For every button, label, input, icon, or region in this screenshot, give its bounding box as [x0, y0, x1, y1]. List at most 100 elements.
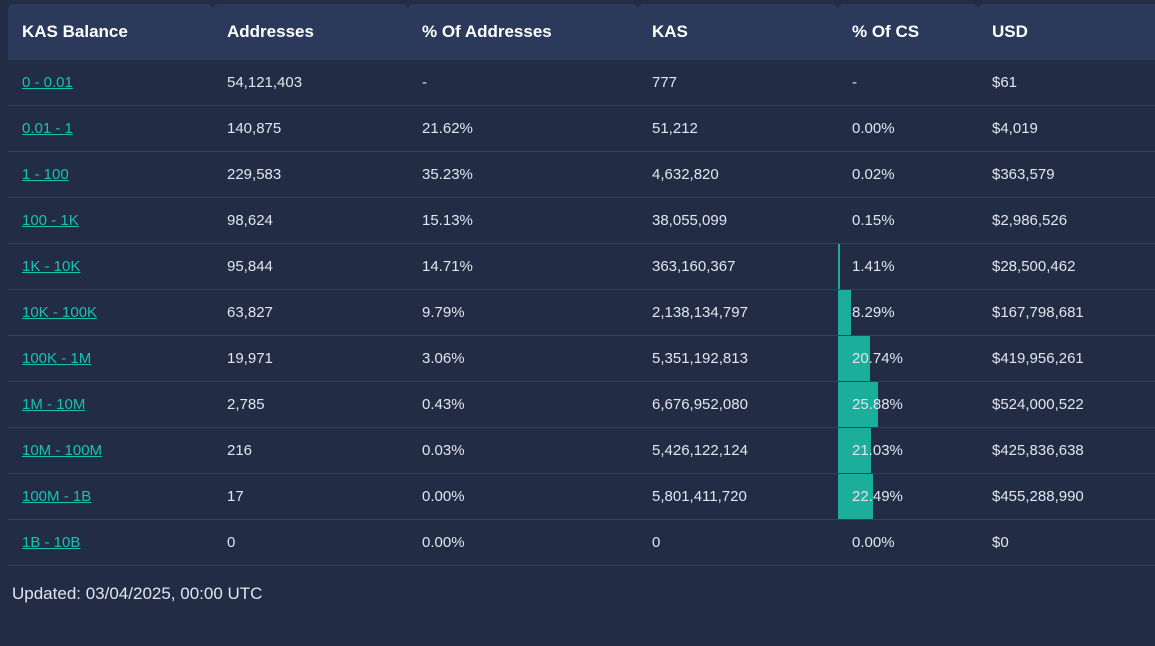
cell-kas: 5,801,411,720: [638, 474, 838, 520]
table-row: 100M - 1B170.00%5,801,411,72022.49%$455,…: [8, 474, 1155, 520]
cell-pct-cs: 0.00%: [838, 106, 978, 152]
cs-value: 0.00%: [852, 120, 895, 137]
cell-pct-cs: 1.41%: [838, 244, 978, 290]
cell-balance: 10K - 100K: [8, 290, 213, 336]
cell-usd: $0: [978, 520, 1155, 566]
cell-kas: 5,351,192,813: [638, 336, 838, 382]
cs-value: 0.02%: [852, 166, 895, 183]
balance-range-link[interactable]: 1B - 10B: [22, 534, 80, 551]
table-row: 1 - 100 229,58335.23%4,632,820 0.02% $363,5…: [8, 152, 1155, 198]
cell-balance: 100 - 1K: [8, 198, 213, 244]
cs-value: 20.74%: [852, 350, 903, 367]
cell-pct-addresses: 0.43%: [408, 382, 638, 428]
cell-kas: 363,160,367: [638, 244, 838, 290]
balance-range-link[interactable]: 1M - 10M: [22, 396, 85, 413]
cell-balance: 100M - 1B: [8, 474, 213, 520]
cell-balance: 0.01 - 1: [8, 106, 213, 152]
cell-pct-cs: 0.00%: [838, 520, 978, 566]
table-row: 1B - 10B00.00%00.00%$0: [8, 520, 1155, 566]
table-header-row: KAS Balance Addresses % Of Addresses KAS…: [8, 4, 1155, 60]
cs-value: 8.29%: [852, 304, 895, 321]
cell-kas: 4,632,820: [638, 152, 838, 198]
cell-addresses: 0: [213, 520, 408, 566]
cell-usd: $167,798,681: [978, 290, 1155, 336]
cell-kas: 777: [638, 60, 838, 106]
cell-kas: 51,212: [638, 106, 838, 152]
col-header-pct-addr[interactable]: % Of Addresses: [408, 4, 638, 60]
table-row: 0 - 0.0154,121,403-777-$61: [8, 60, 1155, 106]
cell-pct-cs: 25.88%: [838, 382, 978, 428]
cs-value: 21.03%: [852, 442, 903, 459]
cell-addresses: 140,875: [213, 106, 408, 152]
cell-usd: $425,836,638: [978, 428, 1155, 474]
cell-balance: 0 - 0.01: [8, 60, 213, 106]
balance-range-link[interactable]: 0 - 0.01: [22, 74, 73, 91]
cell-pct-cs: -: [838, 60, 978, 106]
cell-addresses: 54,121,403: [213, 60, 408, 106]
col-header-usd[interactable]: USD: [978, 4, 1155, 60]
cell-kas: 38,055,099: [638, 198, 838, 244]
cell-balance: 10M - 100M: [8, 428, 213, 474]
cell-usd: $524,000,522: [978, 382, 1155, 428]
distribution-table: KAS Balance Addresses % Of Addresses KAS…: [8, 4, 1155, 566]
cs-value: 0.15%: [852, 212, 895, 229]
cell-pct-addresses: -: [408, 60, 638, 106]
cell-kas: 6,676,952,080: [638, 382, 838, 428]
cell-usd: $363,579: [978, 152, 1155, 198]
cell-addresses: 95,844: [213, 244, 408, 290]
cell-balance: 1M - 10M: [8, 382, 213, 428]
cell-usd: $4,019: [978, 106, 1155, 152]
cell-kas: 2,138,134,797: [638, 290, 838, 336]
col-header-addresses[interactable]: Addresses: [213, 4, 408, 60]
cell-pct-addresses: 3.06%: [408, 336, 638, 382]
table-row: 10K - 100K 63,8279.79%2,138,134,797 8.29% $…: [8, 290, 1155, 336]
cell-balance: 100K - 1M: [8, 336, 213, 382]
cell-usd: $455,288,990: [978, 474, 1155, 520]
cs-value: 0.00%: [852, 534, 895, 551]
balance-range-link[interactable]: 0.01 - 1: [22, 120, 73, 137]
balance-range-link[interactable]: 10M - 100M: [22, 442, 102, 459]
balance-range-link[interactable]: 100 - 1K: [22, 212, 79, 229]
cell-usd: $2,986,526: [978, 198, 1155, 244]
cell-kas: 0: [638, 520, 838, 566]
cell-addresses: 19,971: [213, 336, 408, 382]
cs-value: 22.49%: [852, 488, 903, 505]
cell-addresses: 98,624: [213, 198, 408, 244]
cell-pct-cs: 20.74%: [838, 336, 978, 382]
col-header-kas[interactable]: KAS: [638, 4, 838, 60]
cell-pct-addresses: 35.23%: [408, 152, 638, 198]
cs-value: -: [852, 74, 857, 91]
cell-addresses: 2,785: [213, 382, 408, 428]
cs-bar: [838, 290, 851, 335]
balance-range-link[interactable]: 1 - 100: [22, 166, 69, 183]
cell-pct-cs: 8.29%: [838, 290, 978, 336]
balance-range-link[interactable]: 1K - 10K: [22, 258, 80, 275]
cell-pct-addresses: 9.79%: [408, 290, 638, 336]
cell-usd: $61: [978, 60, 1155, 106]
cell-balance: 1 - 100: [8, 152, 213, 198]
cs-bar: [838, 244, 840, 289]
cs-value: 25.88%: [852, 396, 903, 413]
cell-pct-addresses: 14.71%: [408, 244, 638, 290]
cell-pct-cs: 0.15%: [838, 198, 978, 244]
table-row: 1M - 10M 2,7850.43%6,676,952,080 25.88% $52…: [8, 382, 1155, 428]
col-header-balance[interactable]: KAS Balance: [8, 4, 213, 60]
cell-pct-cs: 0.02%: [838, 152, 978, 198]
cell-addresses: 229,583: [213, 152, 408, 198]
col-header-pct-cs[interactable]: % Of CS: [838, 4, 978, 60]
cell-balance: 1K - 10K: [8, 244, 213, 290]
cell-usd: $28,500,462: [978, 244, 1155, 290]
table-row: 100 - 1K98,62415.13%38,055,0990.15%$2,98…: [8, 198, 1155, 244]
cell-addresses: 17: [213, 474, 408, 520]
cell-pct-addresses: 21.62%: [408, 106, 638, 152]
table-row: 10M - 100M2160.03%5,426,122,12421.03%$42…: [8, 428, 1155, 474]
cell-addresses: 63,827: [213, 290, 408, 336]
cell-addresses: 216: [213, 428, 408, 474]
balance-range-link[interactable]: 100M - 1B: [22, 488, 91, 505]
balance-range-link[interactable]: 10K - 100K: [22, 304, 97, 321]
table-row: 0.01 - 1 140,87521.62%51,212 0.00% $4,019: [8, 106, 1155, 152]
table-row: 100K - 1M19,9713.06%5,351,192,81320.74%$…: [8, 336, 1155, 382]
updated-timestamp: Updated: 03/04/2025, 00:00 UTC: [8, 566, 1147, 612]
balance-range-link[interactable]: 100K - 1M: [22, 350, 91, 367]
cell-pct-addresses: 0.03%: [408, 428, 638, 474]
